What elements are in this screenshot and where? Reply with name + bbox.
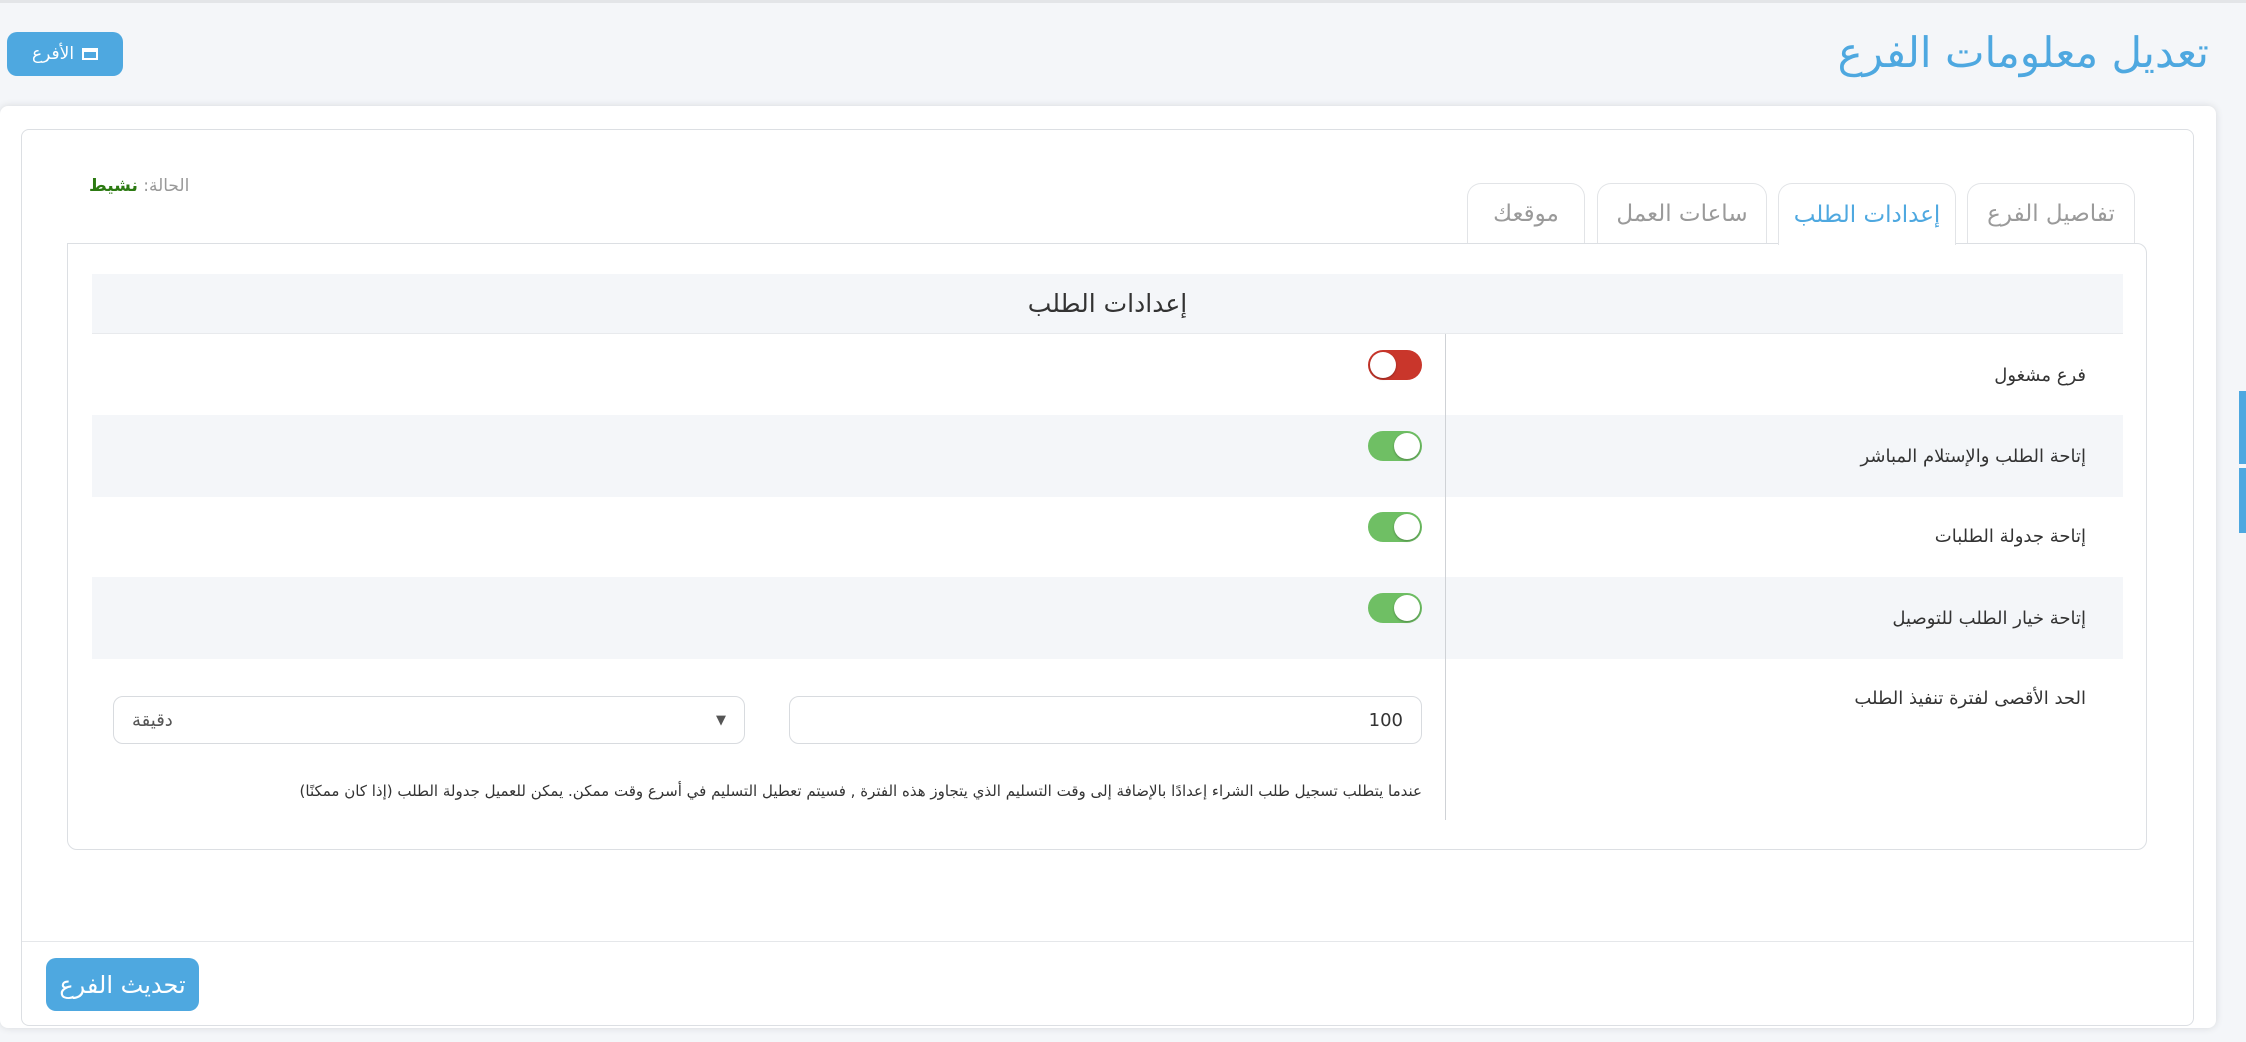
branches-button[interactable]: الأفرع	[7, 32, 123, 76]
status-indicator: الحالة: نشيط	[89, 176, 189, 196]
tab-label: إعدادات الطلب	[1793, 201, 1941, 228]
scrollbar-thumb[interactable]	[2239, 468, 2246, 533]
setting-row	[92, 415, 2123, 497]
toggle-knob	[1394, 595, 1420, 621]
selected-unit: دقيقة	[132, 709, 173, 731]
tab-location[interactable]: موقعك	[1467, 183, 1585, 244]
branches-button-label: الأفرع	[31, 44, 75, 64]
setting-row	[92, 577, 2123, 659]
tab-working-hours[interactable]: ساعات العمل	[1597, 183, 1767, 244]
top-border	[0, 0, 2246, 3]
tab-order-settings[interactable]: إعدادات الطلب	[1778, 183, 1956, 245]
column-divider	[1445, 334, 1446, 820]
busy-branch-toggle[interactable]	[1368, 350, 1422, 380]
delivery-toggle[interactable]	[1368, 593, 1422, 623]
list-icon	[82, 48, 99, 60]
pickup-toggle[interactable]	[1368, 431, 1422, 461]
caret-down-icon: ▼	[716, 712, 726, 728]
update-branch-label: تحديث الفرع	[59, 970, 186, 999]
max-time-value: 100	[1368, 709, 1403, 731]
scheduling-toggle[interactable]	[1368, 512, 1422, 542]
section-title: إعدادات الطلب	[92, 274, 2123, 334]
scheduling-label: إتاحة جدولة الطلبات	[1934, 526, 2086, 547]
setting-row	[92, 497, 2123, 577]
toggle-knob	[1370, 352, 1396, 378]
time-unit-select[interactable]: دقيقة ▼	[113, 696, 745, 744]
scrollbar-thumb[interactable]	[2239, 391, 2246, 464]
max-time-label: الحد الأقصى لفترة تنفيذ الطلب	[1854, 688, 2086, 709]
status-value: نشيط	[89, 176, 138, 196]
footer-divider	[22, 941, 2193, 942]
help-note: عندما يتطلب تسجيل طلب الشراء إعدادًا بال…	[299, 782, 1422, 800]
form-panel	[21, 129, 2194, 1026]
main-card	[0, 106, 2216, 1028]
status-label: الحالة:	[143, 176, 190, 196]
toggle-knob	[1394, 514, 1420, 540]
tab-content	[67, 243, 2147, 850]
setting-row	[92, 334, 2123, 415]
max-time-input[interactable]: 100	[789, 696, 1422, 744]
update-branch-button[interactable]: تحديث الفرع	[46, 958, 199, 1011]
toggle-knob	[1394, 433, 1420, 459]
tab-label: موقعك	[1493, 201, 1559, 227]
busy-branch-label: فرع مشغول	[1994, 365, 2086, 386]
delivery-label: إتاحة خيار الطلب للتوصيل	[1892, 608, 2086, 629]
page-title: تعديل معلومات الفرع	[1837, 28, 2209, 77]
tab-branch-details[interactable]: تفاصيل الفرع	[1967, 183, 2135, 244]
tab-label: تفاصيل الفرع	[1987, 201, 2115, 227]
pickup-label: إتاحة الطلب والإستلام المباشر	[1860, 446, 2086, 467]
section-title-text: إعدادات الطلب	[1027, 289, 1188, 318]
tab-label: ساعات العمل	[1616, 201, 1748, 227]
